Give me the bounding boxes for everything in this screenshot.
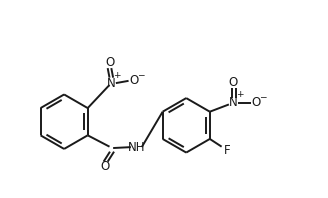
Text: +: + bbox=[236, 90, 243, 99]
Text: N: N bbox=[107, 77, 116, 90]
Text: O: O bbox=[229, 76, 238, 89]
Text: O: O bbox=[105, 56, 114, 69]
Text: F: F bbox=[224, 144, 230, 157]
Text: O: O bbox=[129, 74, 139, 87]
Text: +: + bbox=[113, 71, 121, 80]
Text: NH: NH bbox=[128, 141, 145, 154]
Text: N: N bbox=[229, 96, 238, 109]
Text: −: − bbox=[137, 70, 144, 79]
Text: O: O bbox=[100, 160, 110, 173]
Text: O: O bbox=[252, 96, 261, 109]
Text: −: − bbox=[259, 92, 266, 101]
